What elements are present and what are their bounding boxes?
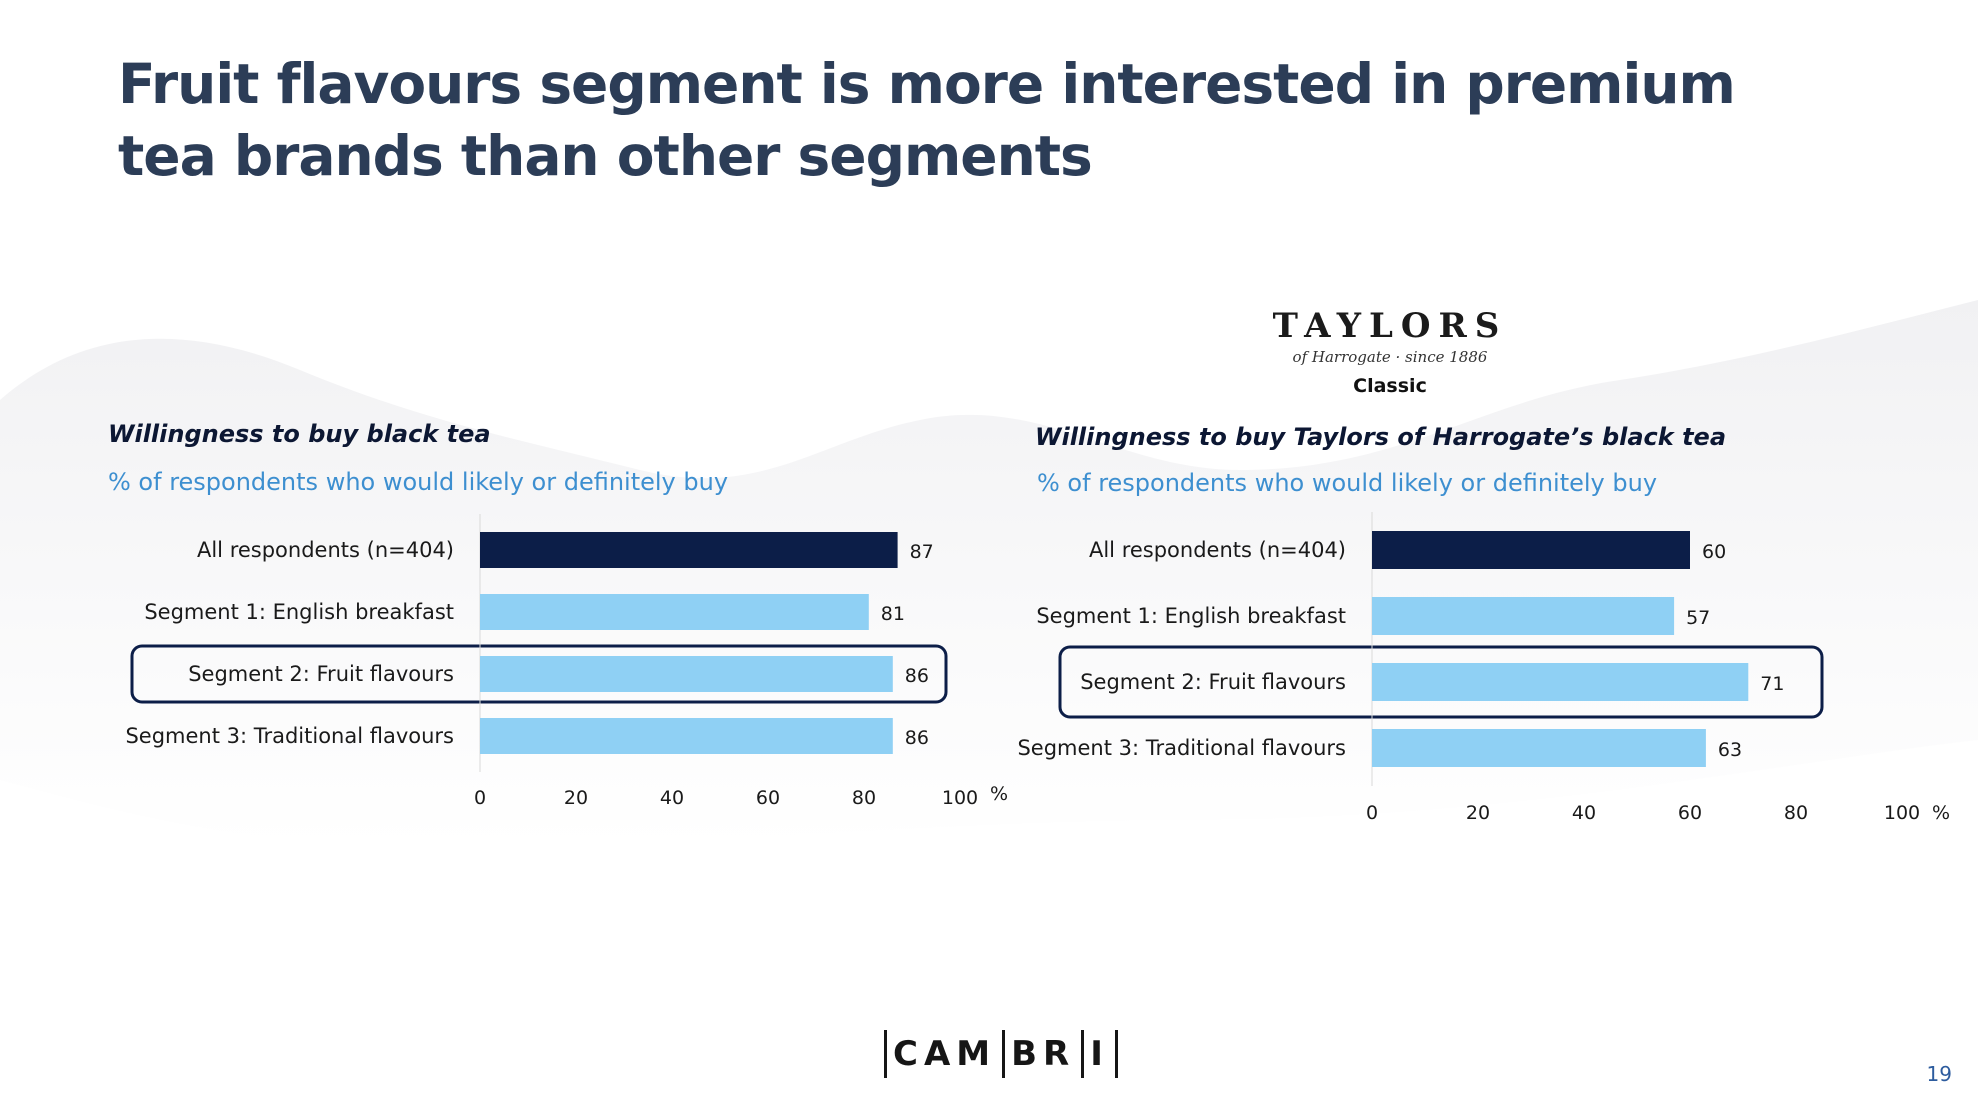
taylors-logo: TAYLORS of Harrogate · since 1886 Classi… xyxy=(1240,305,1540,397)
chart2-category-label: Segment 2: Fruit flavours xyxy=(1080,670,1346,694)
chart1-bar xyxy=(480,656,893,692)
chart1-value-label: 81 xyxy=(881,603,905,625)
chart1-value-label: 87 xyxy=(910,541,934,563)
cambri-part-3: I xyxy=(1090,1034,1109,1074)
chart2-category-label: Segment 1: English breakfast xyxy=(1036,604,1346,628)
chart2-value-label: 63 xyxy=(1718,739,1742,761)
taylors-wordmark: TAYLORS xyxy=(1272,306,1508,346)
chart1-title: Willingness to buy black tea xyxy=(108,420,491,448)
slide-title: Fruit flavours segment is more intereste… xyxy=(118,52,1736,188)
chart1-bar xyxy=(480,594,869,630)
cambri-divider xyxy=(884,1030,887,1078)
chart2-callout-box xyxy=(1058,645,1824,719)
chart2-tick-label: 80 xyxy=(1784,802,1808,824)
chart2-value-label: 60 xyxy=(1702,541,1726,563)
chart2-bar xyxy=(1372,597,1675,635)
chart2-category-label: Segment 3: Traditional flavours xyxy=(1017,736,1346,760)
chart2-bar xyxy=(1372,729,1706,767)
chart1-category-label: Segment 1: English breakfast xyxy=(144,600,454,624)
chart2-tick-label: 60 xyxy=(1678,802,1702,824)
chart1-category-label: Segment 2: Fruit flavours xyxy=(188,662,454,686)
chart1-category-label: Segment 3: Traditional flavours xyxy=(125,724,454,748)
chart2-bar xyxy=(1372,531,1690,569)
chart1-tick-label: 60 xyxy=(756,787,780,809)
chart1-tick-label: 100 xyxy=(942,787,978,809)
chart1-value-label: 86 xyxy=(905,727,929,749)
chart2-bar xyxy=(1372,663,1749,701)
chart2-value-label: 57 xyxy=(1686,607,1710,629)
cambri-logo: CAM BR I xyxy=(878,1028,1124,1080)
cambri-divider xyxy=(1081,1030,1085,1078)
taylors-variant-label: Classic xyxy=(1353,375,1427,397)
chart1-tick-label: 40 xyxy=(660,787,684,809)
chart1-bar xyxy=(480,532,898,568)
chart2-category-label: All respondents (n=404) xyxy=(1089,538,1346,562)
chart2-tick-label: 40 xyxy=(1572,802,1596,824)
chart2-value-label: 71 xyxy=(1760,673,1784,695)
chart1-category-label: All respondents (n=404) xyxy=(197,538,454,562)
chart2-tick-label: 20 xyxy=(1466,802,1490,824)
chart2-title: Willingness to buy Taylors of Harrogate’… xyxy=(1035,423,1727,451)
cambri-divider xyxy=(1002,1030,1006,1078)
chart2-unit-label: % xyxy=(1932,802,1950,824)
chart1-callout-box xyxy=(130,644,948,704)
chart2-tick-label: 100 xyxy=(1884,802,1920,824)
taylors-tagline: of Harrogate · since 1886 xyxy=(1292,348,1488,366)
cambri-part-2: BR xyxy=(1011,1034,1076,1074)
cambri-divider xyxy=(1114,1030,1118,1078)
chart1-tick-label: 20 xyxy=(564,787,588,809)
chart1-bar xyxy=(480,718,893,754)
page-number: 19 xyxy=(1926,1062,1952,1086)
chart1-value-label: 86 xyxy=(905,665,929,687)
chart1-tick-label: 0 xyxy=(474,787,486,809)
chart1-tick-label: 80 xyxy=(852,787,876,809)
chart2-subtitle: % of respondents who would likely or def… xyxy=(1037,469,1658,497)
chart2-tick-label: 0 xyxy=(1366,802,1378,824)
cambri-part-1: CAM xyxy=(893,1034,997,1074)
chart1-unit-label: % xyxy=(990,783,1008,805)
chart1-subtitle: % of respondents who would likely or def… xyxy=(108,468,729,496)
